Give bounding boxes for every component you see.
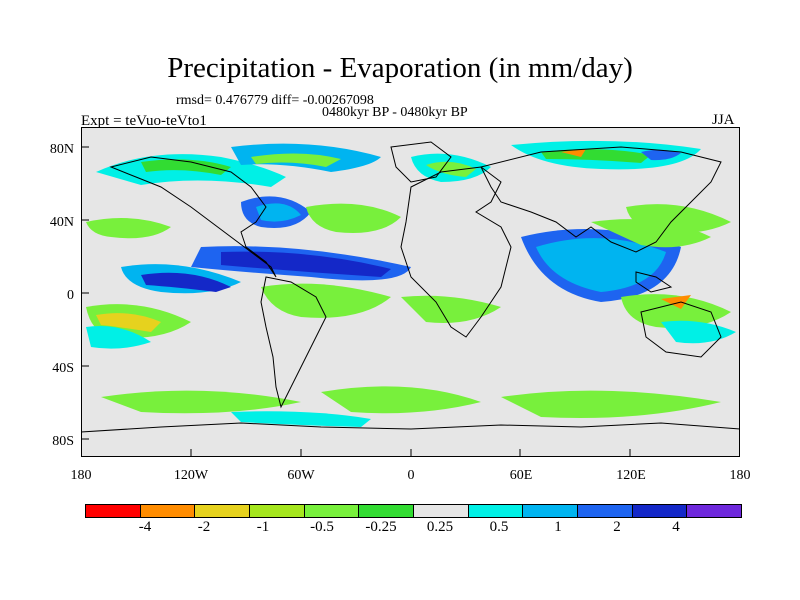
colorbar-swatch (195, 505, 251, 517)
field-atlantic-green (306, 203, 401, 233)
field-europe-green (426, 161, 476, 177)
field-pacific-green-1 (86, 218, 171, 239)
colorbar (85, 504, 742, 518)
field-indian-ocean-lightblue (536, 238, 666, 292)
colorbar-label: 4 (672, 519, 680, 535)
field-s-atlantic-green (261, 283, 391, 318)
colorbar-label: 1 (554, 519, 562, 535)
field-n-australia-orange (661, 295, 691, 309)
period-label: 0480kyr BP - 0480kyr BP (322, 105, 468, 120)
lat-label-40n: 40N (49, 215, 74, 230)
field-southern-ocean-cyan (231, 411, 371, 427)
colorbar-label: -2 (197, 519, 211, 535)
colorbar-swatch (632, 505, 688, 517)
colorbar-label: -1 (256, 519, 270, 535)
field-southern-ocean-green-2 (321, 386, 481, 414)
map-ticks (81, 146, 631, 457)
colorbar-label: -4 (138, 519, 152, 535)
colorbar-swatch (304, 505, 360, 517)
colorbar-label: 0.25 (426, 519, 454, 535)
lon-label-60w: 60W (287, 468, 315, 483)
field-nw-atlantic-lightblue (256, 203, 301, 222)
field-africa-green (401, 295, 501, 323)
coastlines (81, 141, 740, 433)
colorbar-swatch (523, 505, 579, 517)
colorbar-swatch (468, 505, 524, 517)
field-siberia-orange (561, 149, 586, 157)
field-sw-pacific-green (621, 294, 731, 328)
lat-label-40s: 40S (52, 361, 74, 376)
lat-label-80s: 80S (52, 434, 74, 449)
field-ne-asia-blue (641, 149, 681, 161)
field-canada-green (251, 153, 341, 167)
colorbar-label: 0.5 (489, 519, 509, 535)
lat-label-80n: 80N (49, 142, 74, 157)
lon-label-60e: 60E (509, 468, 533, 483)
figure-title: Precipitation - Evaporation (in mm/day) (167, 52, 633, 84)
season-label: JJA (712, 112, 735, 128)
colorbar-label: -0.25 (365, 519, 397, 535)
field-s-pacific-cyan (86, 326, 151, 349)
colorbar-swatch (578, 505, 633, 517)
field-alaska-green (141, 159, 231, 175)
lat-label-0: 0 (67, 288, 74, 303)
colorbar-swatch (687, 505, 742, 517)
lon-label-0: 0 (407, 468, 415, 483)
stats-label: rmsd= 0.476779 diff= -0.00267098 (176, 93, 374, 108)
field-itcz-atlantic-darkblue (221, 251, 391, 277)
lon-label-180w: 180 (70, 468, 92, 483)
lon-label-180e: 180 (729, 468, 751, 483)
colorbar-swatch (414, 505, 469, 517)
field-southern-ocean-green-1 (101, 390, 301, 414)
field-itcz-pacific-darkblue (141, 272, 231, 292)
field-s-pacific-yellow (96, 313, 161, 332)
precipitation-evaporation-map (81, 127, 740, 457)
lon-label-120w: 120W (173, 468, 209, 483)
experiment-label: Expt = teVuo-teVto1 (81, 113, 207, 129)
field-bay-bengal-green (591, 219, 711, 248)
colorbar-swatch (140, 505, 196, 517)
lon-label-120e: 120E (616, 468, 646, 483)
colorbar-swatch (250, 505, 305, 517)
colorbar-label: -0.5 (310, 519, 334, 535)
field-southern-ocean-green-3 (501, 390, 721, 418)
colorbar-swatch (86, 505, 141, 517)
colorbar-swatch (359, 505, 415, 517)
colorbar-label: 2 (613, 519, 621, 535)
